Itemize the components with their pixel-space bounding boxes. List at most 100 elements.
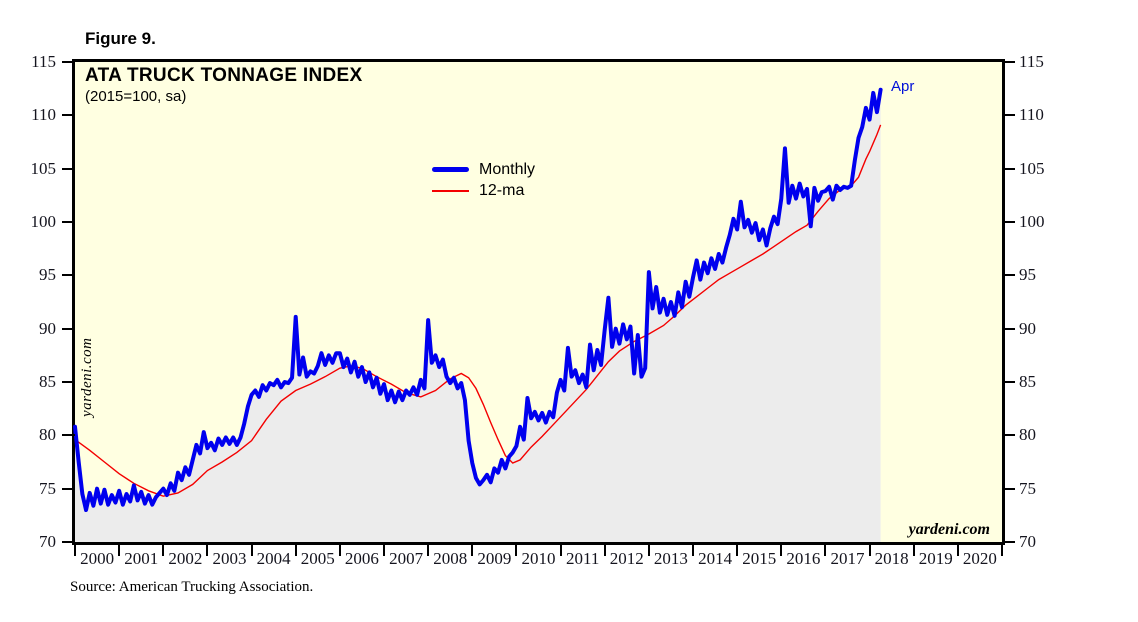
x-axis-tick xyxy=(515,545,518,556)
y-axis-tick-right xyxy=(1002,381,1015,383)
y-axis-label-left: 110 xyxy=(31,105,56,125)
x-axis-label: 2012 xyxy=(609,549,644,568)
x-axis-tick xyxy=(471,545,474,556)
y-axis-tick-right xyxy=(1002,114,1015,117)
y-axis-label-right: 85 xyxy=(1019,372,1036,391)
watermark-vertical: yardeni.com xyxy=(79,337,95,417)
x-axis-label: 2003 xyxy=(212,549,247,568)
x-axis-label: 2004 xyxy=(256,549,291,568)
x-axis-tick xyxy=(912,545,915,556)
x-axis-tick xyxy=(868,545,871,556)
chart-title: ATA TRUCK TONNAGE INDEX xyxy=(85,65,363,86)
y-axis-label-left: 80 xyxy=(39,425,56,445)
latest-point-annotation: Apr xyxy=(891,78,915,95)
x-axis-tick xyxy=(780,545,783,556)
chart-plot-area: ATA TRUCK TONNAGE INDEX (2015=100, sa) M… xyxy=(72,59,1005,545)
monthly-line-swatch xyxy=(432,167,469,172)
y-axis-tick-left xyxy=(62,221,75,223)
y-axis-label-right: 105 xyxy=(1019,158,1045,178)
x-axis-label: 2018 xyxy=(874,549,909,568)
y-axis-tick-left xyxy=(62,327,75,330)
x-axis-tick xyxy=(647,545,650,556)
x-axis-tick xyxy=(338,545,341,556)
y-axis-tick-right xyxy=(1002,541,1015,543)
ma12-line xyxy=(74,124,882,497)
y-axis-tick-right xyxy=(1002,61,1015,63)
y-axis-label-left: 100 xyxy=(30,212,57,231)
y-axis-label-right: 75 xyxy=(1019,478,1036,498)
x-axis-label: 2002 xyxy=(168,549,203,568)
y-axis-label-left: 95 xyxy=(39,265,56,285)
x-axis-label: 2017 xyxy=(830,549,865,568)
x-axis-tick xyxy=(383,545,385,556)
watermark-bottom-right: yardeni.com xyxy=(908,521,990,538)
x-axis-tick xyxy=(250,545,253,556)
x-axis-label: 2020 xyxy=(962,549,997,568)
y-axis-label-left: 90 xyxy=(39,318,56,338)
legend-label-monthly: Monthly xyxy=(479,160,536,178)
legend-item-monthly: Monthly xyxy=(432,159,535,180)
y-axis-tick-left xyxy=(62,114,75,117)
y-axis-label-right: 95 xyxy=(1019,265,1036,285)
x-axis-tick xyxy=(162,545,165,556)
x-axis-tick xyxy=(118,545,121,556)
x-axis-label: 2014 xyxy=(698,549,733,568)
x-axis-tick xyxy=(427,545,430,556)
y-axis-label-right: 115 xyxy=(1019,52,1044,71)
x-axis-label: 2001 xyxy=(124,549,159,568)
y-axis-label-right: 110 xyxy=(1019,105,1044,125)
x-axis-tick xyxy=(74,545,76,556)
x-axis-tick xyxy=(559,545,562,556)
y-axis-tick-left xyxy=(62,61,75,63)
y-axis-tick-right xyxy=(1002,487,1015,490)
area-under-monthly xyxy=(75,89,881,543)
y-axis-tick-left xyxy=(62,167,75,170)
x-axis-tick xyxy=(824,545,827,556)
x-axis-tick xyxy=(206,545,209,556)
y-axis-label-left: 115 xyxy=(31,52,56,71)
y-axis-label-right: 70 xyxy=(1019,532,1036,551)
x-axis-label: 2008 xyxy=(433,549,468,568)
x-axis-label: 2000 xyxy=(80,549,115,568)
y-axis-tick-left xyxy=(62,381,75,383)
x-axis-tick xyxy=(603,545,606,556)
x-axis-label: 2016 xyxy=(786,549,821,568)
x-axis-tick xyxy=(736,545,739,556)
x-axis-tick xyxy=(956,545,959,556)
y-axis-label-right: 100 xyxy=(1019,212,1045,231)
x-axis-label: 2013 xyxy=(653,549,688,568)
source-note: Source: American Trucking Association. xyxy=(70,579,314,595)
figure-label: Figure 9. xyxy=(85,29,156,48)
x-axis-label: 2011 xyxy=(565,549,600,568)
x-axis-label: 2005 xyxy=(300,549,335,568)
y-axis-label-left: 75 xyxy=(39,478,56,498)
x-axis-label: 2019 xyxy=(918,549,953,568)
legend-item-12ma: 12-ma xyxy=(432,180,535,201)
y-axis-label-right: 80 xyxy=(1019,425,1036,445)
x-axis-label: 2009 xyxy=(477,549,512,568)
y-axis-tick-left xyxy=(62,434,75,437)
x-axis-label: 2015 xyxy=(742,549,777,568)
x-axis-tick xyxy=(1001,545,1003,556)
monthly-line xyxy=(73,87,883,512)
x-axis-label: 2006 xyxy=(344,549,379,568)
y-axis-tick-right xyxy=(1002,274,1015,277)
x-axis-tick xyxy=(692,545,694,556)
y-axis-tick-right xyxy=(1002,167,1015,170)
chart-subtitle: (2015=100, sa) xyxy=(85,88,187,105)
ma-line-swatch xyxy=(432,189,469,192)
y-axis-label-left: 70 xyxy=(39,532,56,551)
y-axis-tick-right xyxy=(1002,434,1015,437)
y-axis-tick-left xyxy=(62,487,75,490)
legend: Monthly 12-ma xyxy=(432,159,535,201)
y-axis-label-right: 90 xyxy=(1019,318,1036,338)
x-axis-label: 2010 xyxy=(521,549,556,568)
x-axis-label: 2007 xyxy=(389,549,424,568)
y-axis-tick-left xyxy=(62,541,75,543)
legend-label-12ma: 12-ma xyxy=(479,181,525,199)
chart-canvas xyxy=(73,87,883,543)
y-axis-label-left: 105 xyxy=(30,158,57,178)
y-axis-tick-right xyxy=(1002,327,1015,330)
y-axis-label-left: 85 xyxy=(39,372,56,391)
